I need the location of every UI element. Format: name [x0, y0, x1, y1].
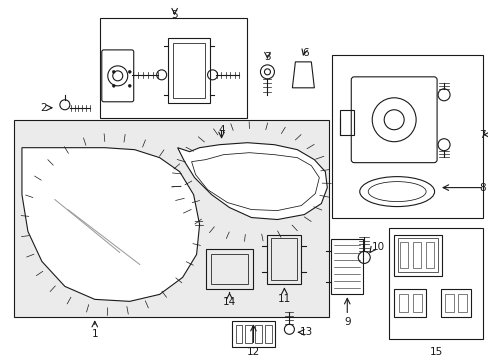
Text: 5: 5 [171, 10, 178, 20]
Bar [388, 228, 482, 339]
Bar [440, 289, 470, 317]
Bar [399, 243, 407, 269]
Text: 11: 11 [277, 294, 290, 304]
Text: 1: 1 [91, 329, 98, 339]
Text: 4: 4 [218, 125, 224, 135]
Text: 9: 9 [343, 317, 350, 327]
Bar [340, 110, 353, 135]
Bar [14, 120, 328, 317]
Text: 13: 13 [299, 327, 312, 337]
Bar [398, 294, 407, 312]
Polygon shape [177, 143, 326, 220]
Bar [235, 325, 242, 343]
Text: 8: 8 [478, 183, 485, 193]
Text: 3: 3 [264, 52, 270, 62]
Polygon shape [292, 62, 314, 88]
Bar [412, 243, 420, 269]
Circle shape [128, 70, 131, 73]
Bar [332, 55, 482, 217]
Text: 7: 7 [478, 130, 485, 140]
Bar [425, 243, 433, 269]
Bar [267, 234, 301, 284]
Bar [100, 18, 247, 118]
Bar [231, 321, 275, 347]
Bar [205, 249, 253, 289]
Text: 14: 14 [223, 297, 236, 307]
Bar [457, 294, 466, 312]
Bar [255, 325, 262, 343]
Polygon shape [22, 148, 199, 301]
Text: 2: 2 [40, 103, 46, 113]
Circle shape [128, 84, 131, 87]
Bar [167, 38, 209, 103]
Bar [265, 325, 272, 343]
Bar [397, 238, 437, 273]
Bar [393, 234, 441, 276]
Circle shape [112, 84, 115, 87]
Bar [393, 289, 425, 317]
Circle shape [112, 70, 115, 73]
Text: 15: 15 [428, 347, 442, 357]
Text: 6: 6 [302, 48, 308, 58]
Bar [210, 255, 248, 284]
Bar [412, 294, 421, 312]
Bar [245, 325, 252, 343]
Text: 10: 10 [371, 243, 385, 252]
Bar [271, 238, 297, 280]
Bar [172, 43, 204, 98]
Text: 12: 12 [246, 347, 260, 357]
Bar [444, 294, 453, 312]
Bar [331, 239, 363, 294]
